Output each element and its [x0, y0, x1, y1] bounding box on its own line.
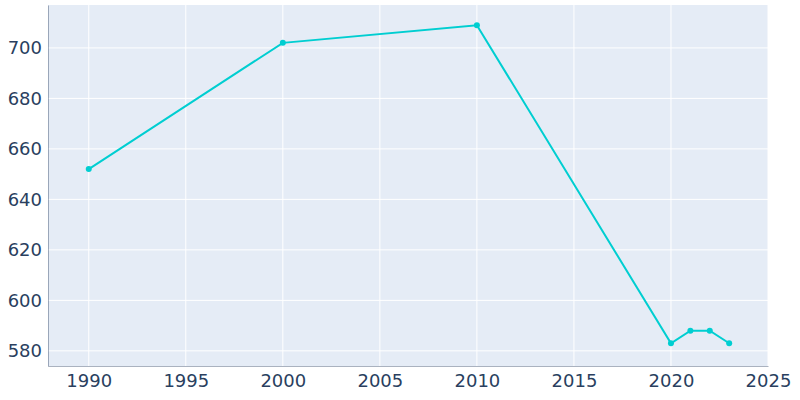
- y-tick: 600: [8, 290, 48, 311]
- point: [280, 40, 286, 46]
- y-grid-line: [48, 98, 768, 99]
- x-grid-line: [670, 5, 671, 366]
- y-tick: 580: [8, 340, 48, 361]
- point: [707, 328, 713, 334]
- y-grid-line: [48, 249, 768, 250]
- y-tick-label: 660: [8, 138, 42, 159]
- y-axis-line: [48, 6, 49, 367]
- x-tick: 2000: [260, 366, 306, 391]
- x-grid-line: [379, 5, 380, 366]
- x-tick: 2025: [746, 366, 792, 391]
- y-grid-line: [48, 47, 768, 48]
- point: [668, 340, 674, 346]
- point: [687, 328, 693, 334]
- y-axis: 580 600 620 640 660 680 700: [8, 6, 49, 367]
- y-tick-label: 620: [8, 239, 42, 260]
- y-tick-label: 600: [8, 290, 42, 311]
- grid: [48, 5, 768, 366]
- x-axis-line: [49, 366, 769, 367]
- x-tick: 2010: [454, 366, 500, 391]
- y-tick: 680: [8, 88, 48, 109]
- x-tick: 2015: [552, 366, 598, 391]
- data: [86, 22, 732, 346]
- y-tick-label: 580: [8, 340, 42, 361]
- y-tick: 620: [8, 239, 48, 260]
- line: [89, 25, 729, 343]
- y-grid-line: [48, 300, 768, 301]
- x-grid-line: [476, 5, 477, 366]
- y-tick: 660: [8, 138, 48, 159]
- point: [726, 340, 732, 346]
- x-grid-line: [768, 5, 769, 366]
- x-tick-label: 2000: [260, 370, 306, 391]
- x-tick-label: 2020: [649, 370, 695, 391]
- y-tick-label: 700: [8, 37, 42, 58]
- y-grid-line: [48, 148, 768, 149]
- y-tick: 700: [8, 37, 48, 58]
- x-tick-label: 1990: [66, 370, 112, 391]
- x-tick: 2020: [649, 366, 695, 391]
- x-tick: 2005: [357, 366, 403, 391]
- y-grid-line: [48, 199, 768, 200]
- y-tick: 640: [8, 189, 48, 210]
- x-grid-line: [185, 5, 186, 366]
- x-tick-label: 2015: [552, 370, 598, 391]
- chart: 1990 1995 2000 2005 2010 2015 2020 2025 580 600 62…: [0, 0, 800, 400]
- y-grid-line: [48, 350, 768, 351]
- plot: 1990 1995 2000 2005 2010 2015 2020 2025 580 600 62…: [8, 5, 792, 391]
- x-grid-line: [88, 5, 89, 366]
- point: [86, 166, 92, 172]
- x-tick: 1990: [66, 366, 112, 391]
- y-tick-label: 680: [8, 88, 42, 109]
- point: [474, 22, 480, 28]
- y-tick-label: 640: [8, 189, 42, 210]
- x-grid-line: [282, 5, 283, 366]
- x-tick: 1995: [163, 366, 209, 391]
- x-tick-label: 1995: [163, 370, 209, 391]
- x-axis: 1990 1995 2000 2005 2010 2015 2020 2025: [49, 366, 792, 391]
- x-tick-label: 2010: [454, 370, 500, 391]
- x-tick-label: 2025: [746, 370, 792, 391]
- x-tick-label: 2005: [357, 370, 403, 391]
- plot-background: [48, 5, 768, 366]
